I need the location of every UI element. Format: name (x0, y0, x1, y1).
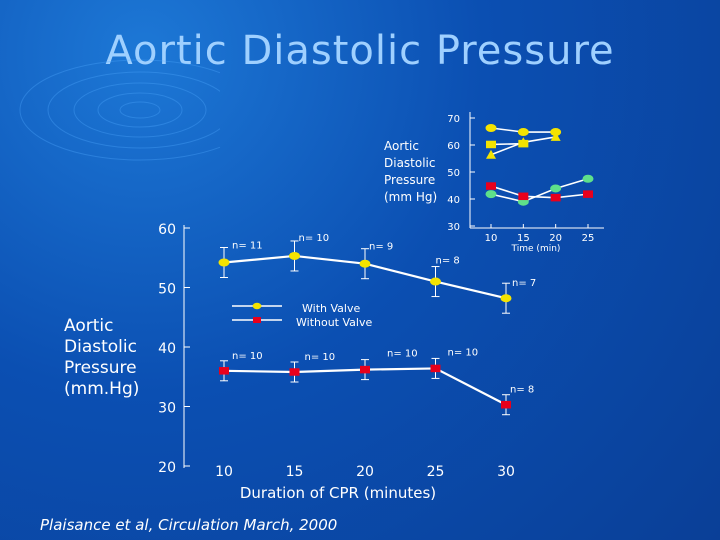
inset-x-tick-label: 10 (485, 233, 498, 244)
inset-data-point (550, 184, 562, 193)
inset-x-tick-label: 25 (582, 233, 595, 244)
main-y-tick-label: 20 (158, 460, 176, 476)
inset-y-label-line: Pressure (384, 173, 435, 187)
main-chart: 60 50 40 30 20 10 15 20 25 30 Duration of CPR (min… (158, 222, 536, 502)
inset-y-label-line: Aortic (384, 139, 419, 153)
inset-data-point (583, 190, 593, 198)
inset-data-point (550, 131, 561, 141)
main-n-label: n= 10 (232, 351, 263, 362)
inset-data-point (550, 193, 561, 202)
inset-data-point (485, 123, 497, 132)
inset-data-point (517, 128, 529, 137)
main-series-without-valve: n= 10 n= 10 n= 10 n= 10 n= 8 (219, 347, 534, 416)
main-x-tick-label: 20 (356, 464, 374, 480)
inset-data-point (518, 139, 529, 148)
main-data-point (359, 259, 371, 268)
main-n-label: n= 8 (436, 256, 460, 267)
legend-label: Without Valve (296, 316, 372, 329)
legend-label: With Valve (302, 302, 360, 315)
inset-y-tick-label: 40 (447, 195, 460, 206)
main-series-with-valve: n= 11 n= 10 n= 9 n= 8 n= 7 (218, 233, 536, 314)
inset-y-tick-label: 30 (447, 222, 460, 233)
main-x-tick-label: 25 (427, 464, 445, 480)
legend-marker (252, 302, 262, 310)
main-data-point (500, 294, 512, 303)
slide-title: Aortic Diastolic Pressure (105, 28, 615, 74)
main-y-tick-label: 40 (158, 341, 176, 357)
inset-series (486, 182, 593, 202)
inset-y-tick-label: 50 (447, 168, 460, 179)
inset-y-tick-label: 60 (447, 141, 460, 152)
main-x-axis-label: Duration of CPR (minutes) (240, 484, 436, 502)
main-x-tick-label: 15 (286, 464, 304, 480)
main-n-label: n= 10 (299, 233, 330, 244)
main-data-point (289, 251, 300, 260)
inset-x-tick-label: 20 (549, 233, 562, 244)
main-data-point (289, 368, 300, 376)
main-x-tick-label: 10 (215, 464, 233, 480)
inset-y-label-line: (mm Hg) (384, 190, 437, 204)
inset-y-tick-label: 70 (447, 114, 460, 125)
main-data-point (430, 364, 441, 373)
legend-marker (253, 317, 261, 323)
main-data-point (219, 367, 229, 375)
main-n-label: n= 10 (387, 349, 418, 360)
inset-series-line (490, 142, 524, 146)
main-n-label: n= 7 (512, 278, 536, 289)
main-n-label: n= 9 (369, 242, 393, 253)
main-y-tick-label: 30 (158, 401, 176, 417)
inset-data-point (486, 140, 496, 149)
main-y-axis-label: Aortic Diastolic Pressure (mm.Hg) (64, 316, 140, 399)
inset-series-line (490, 185, 589, 199)
inset-chart: 70 60 50 40 30 10 15 20 25 Time (min) Aortic Diasto… (384, 112, 604, 254)
inset-y-label-line: Diastolic (384, 156, 436, 170)
inset-data-point (485, 190, 497, 199)
inset-series (485, 123, 562, 137)
main-n-label: n= 10 (448, 347, 479, 358)
main-x-tick-label: 30 (497, 464, 515, 480)
main-data-point (218, 258, 230, 267)
main-y-tick-label: 50 (158, 282, 176, 298)
main-y-tick-label: 60 (158, 222, 176, 238)
main-n-label: n= 11 (232, 241, 263, 252)
main-n-label: n= 10 (305, 352, 336, 363)
main-n-label: n= 8 (510, 385, 534, 396)
inset-data-point (486, 182, 496, 190)
main-data-point (430, 277, 441, 286)
main-data-point (501, 400, 511, 409)
inset-y-axis-label: Aortic Diastolic Pressure (mm Hg) (384, 139, 437, 204)
inset-x-axis-label: Time (min) (511, 244, 561, 254)
inset-series-line (490, 177, 589, 203)
inset-data-point (582, 174, 594, 183)
decorative-ripple (19, 59, 220, 161)
citation: Plaisance et al, Circulation March, 2000 (40, 516, 338, 534)
inset-data-point (486, 149, 496, 159)
inset-x-tick-label: 15 (517, 233, 530, 244)
inset-data-point (518, 192, 529, 201)
inset-series (486, 139, 529, 149)
main-data-point (360, 365, 370, 374)
